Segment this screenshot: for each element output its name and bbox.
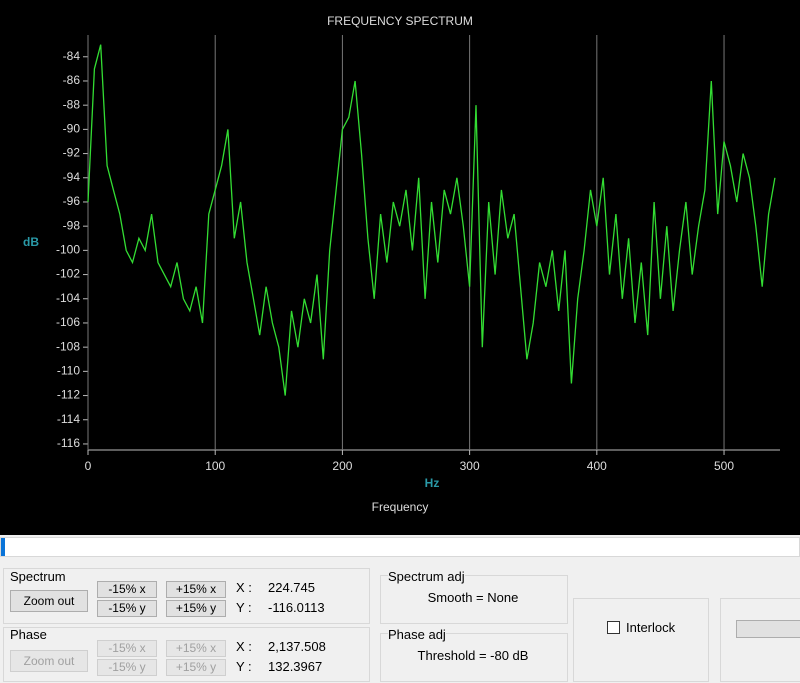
y-tick-label: -96: [63, 194, 81, 208]
phase-group: [3, 627, 370, 682]
zoom-button: -15% y: [97, 659, 157, 676]
x-axis-label: Hz: [425, 476, 440, 490]
y-tick-label: -114: [57, 412, 80, 426]
spectrum-adj-group: [380, 575, 568, 624]
coord-label: Y :: [236, 659, 252, 674]
x-tick-label: 100: [205, 459, 225, 473]
y-tick-label: -84: [63, 49, 81, 63]
chart: FREQUENCY SPECTRUM dB Hz Frequency -84 -8…: [0, 0, 800, 535]
group-label: Phase adj: [388, 627, 446, 642]
y-tick-label: -100: [56, 243, 80, 257]
smooth-setting[interactable]: Smooth = None: [427, 590, 519, 605]
coord-label: X :: [236, 639, 252, 654]
x-tick-label: 300: [460, 459, 480, 473]
checkbox-label[interactable]: Interlock: [626, 620, 676, 635]
coord-label: X :: [236, 580, 252, 595]
zoom-button: +15% y: [166, 659, 226, 676]
zoom-button[interactable]: -15% y: [97, 600, 157, 617]
interlock-group: [573, 598, 709, 682]
coord-value: 224.745: [268, 580, 315, 595]
y-tick-label: -88: [63, 97, 81, 111]
y-tick-label: -94: [63, 170, 81, 184]
coord-label: Y :: [236, 600, 252, 615]
chart-title: FREQUENCY SPECTRUM: [327, 14, 473, 28]
zoom-button: -15% x: [97, 640, 157, 657]
threshold-setting[interactable]: Threshold = -80 dB: [417, 648, 529, 663]
y-tick-label: -86: [63, 73, 81, 87]
zoom-out-button[interactable]: Zoom out: [10, 590, 88, 612]
y-tick-label: -98: [63, 218, 81, 232]
coord-value: 132.3967: [268, 659, 323, 674]
progress-bar: [0, 537, 800, 557]
y-tick-label: -108: [56, 339, 80, 353]
y-tick-label: -112: [57, 388, 80, 402]
group-label: Phase: [10, 627, 47, 642]
coord-value: 2,137.508: [268, 639, 326, 654]
spectrum-group: [3, 568, 370, 624]
group-label: Spectrum: [10, 569, 66, 584]
x-tick-label: 500: [714, 459, 734, 473]
right-group: [720, 598, 800, 682]
button[interactable]: [736, 620, 800, 638]
y-axis-label: dB: [23, 235, 39, 249]
spectrum-line: [87, 44, 776, 396]
zoom-button[interactable]: +15% x: [166, 581, 226, 598]
x-tick-label: 400: [587, 459, 607, 473]
y-tick-label: -116: [57, 436, 80, 450]
x-tick-label: 0: [85, 459, 92, 473]
y-tick-label: -110: [57, 364, 80, 378]
x-axis-title: Frequency: [372, 500, 429, 514]
group-label: Spectrum adj: [388, 569, 465, 584]
zoom-button[interactable]: +15% y: [166, 600, 226, 617]
x-tick-label: 200: [332, 459, 352, 473]
progress-fill: [1, 538, 5, 556]
y-tick-label: -102: [56, 267, 80, 281]
checkbox[interactable]: [607, 621, 620, 634]
coord-value: -116.0113: [268, 600, 325, 615]
phase-adj-group: [380, 633, 568, 682]
y-tick-label: -90: [63, 122, 81, 136]
y-tick-label: -104: [56, 291, 80, 305]
zoom-button: +15% x: [166, 640, 226, 657]
y-tick-label: -92: [63, 146, 81, 160]
zoom-out-button: Zoom out: [10, 650, 88, 672]
y-tick-label: -106: [56, 315, 80, 329]
zoom-button[interactable]: -15% x: [97, 581, 157, 598]
